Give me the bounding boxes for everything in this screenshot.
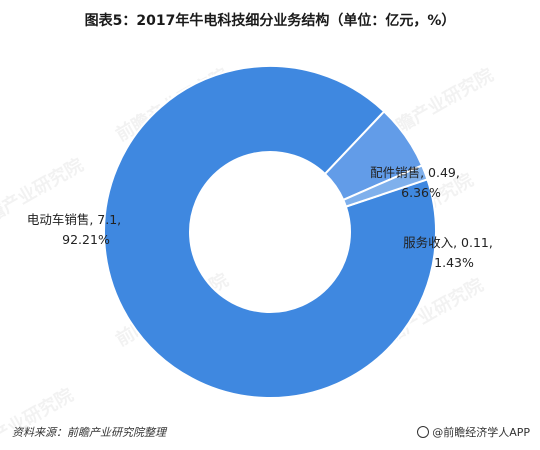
slice-1 <box>103 65 437 399</box>
slice-label-1: 电动车销售, 7.1, 92.21% <box>27 212 121 247</box>
slice-label-2: 配件销售, 0.49, 6.36% <box>370 165 460 200</box>
donut-slices <box>103 65 437 399</box>
slice-3 <box>341 164 429 208</box>
brand-text: @前瞻经济学人APP <box>432 426 530 439</box>
brand-note: @前瞻经济学人APP <box>417 424 530 440</box>
slice-labels: 电动车销售, 7.1, 92.21% 配件销售, 0.49, 6.36% 服务收入, 0… <box>27 165 493 270</box>
slice-label-3: 服务收入, 0.11, 1.43% <box>403 235 493 270</box>
chart-title: 图表5：2017年牛电科技细分业务结构（单位：亿元，%） <box>84 13 456 29</box>
brand-logo-icon <box>417 426 430 438</box>
source-note: 资料来源：前瞻产业研究院整理 <box>12 426 166 439</box>
watermark-text: 前瞻产业研究院 <box>0 384 77 450</box>
